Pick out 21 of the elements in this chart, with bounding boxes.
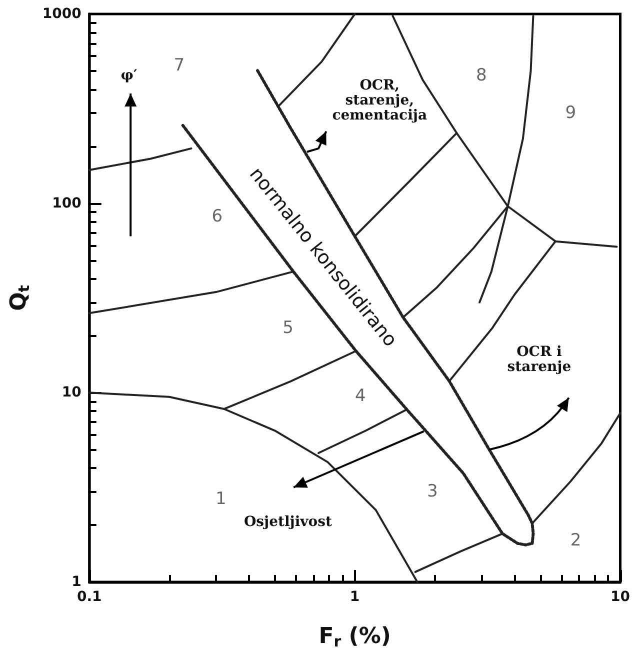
annotation: 9 (565, 103, 576, 123)
annotation: 5 (282, 318, 294, 338)
annotation: 3 (426, 482, 438, 502)
y-tick-label: 10 (62, 384, 82, 401)
annotation: 6 (212, 206, 223, 227)
annotation: OCR, starenje, cementacija (332, 77, 428, 124)
x-tick-label: 0.1 (76, 589, 102, 605)
annotation: Osjetljivost (244, 514, 333, 530)
y-tick-label: 1000 (42, 6, 82, 22)
annotation: 8 (476, 66, 487, 86)
annotation: 4 (355, 386, 366, 406)
y-tick-label: 1 (72, 574, 82, 590)
annotation: OCR i starenje (507, 344, 572, 375)
annotation: 7 (174, 55, 185, 76)
x-tick-label: 1 (350, 589, 360, 605)
annotation: 2 (570, 530, 582, 550)
y-tick-label: 100 (52, 195, 82, 212)
y-axis-title: Qt (6, 285, 33, 311)
annotation: 1 (215, 489, 226, 510)
x-tick-label: 10 (610, 589, 630, 605)
annotation: φ′ (120, 67, 138, 84)
